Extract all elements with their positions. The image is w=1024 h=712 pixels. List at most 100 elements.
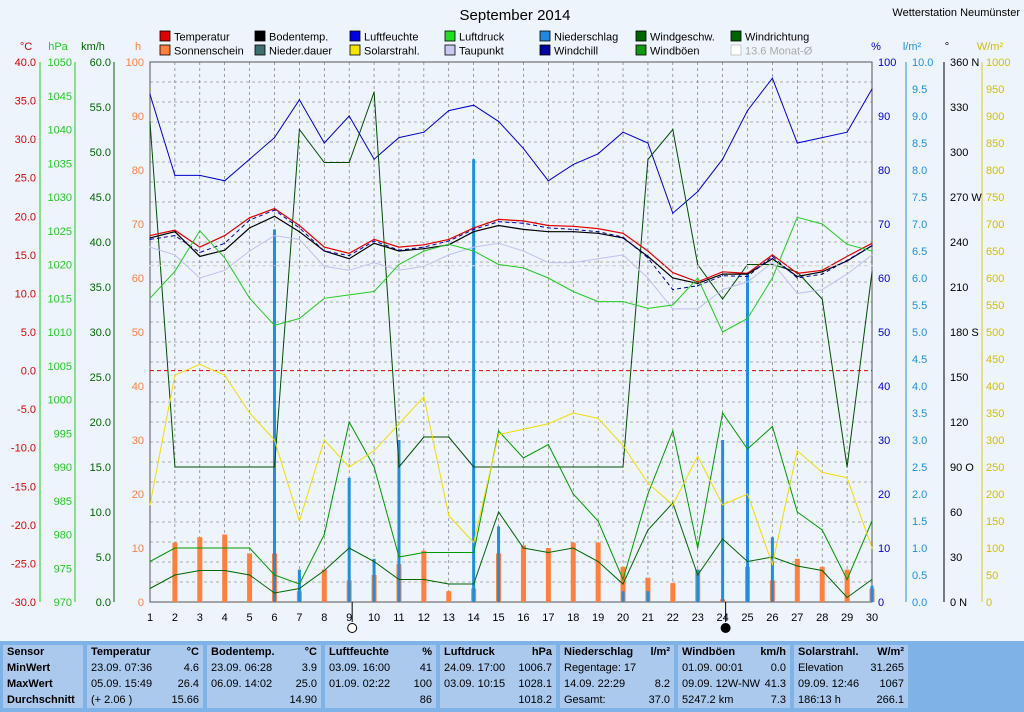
axis-tick-pressure: 1035 <box>48 158 72 170</box>
series-point <box>323 297 325 299</box>
axis-unit-direction: ° <box>945 41 949 53</box>
axis-tick-temp: -10.0 <box>11 443 36 455</box>
axis-tick-pressure: 990 <box>54 462 72 474</box>
axis-tick-humidity: 60 <box>878 273 890 285</box>
axis-tick-temp: -30.0 <box>11 597 36 609</box>
series-point <box>373 466 375 468</box>
series-point <box>174 254 176 256</box>
axis-tick-rain: 8.5 <box>912 138 927 150</box>
x-tick-label: 29 <box>841 612 853 624</box>
legend-swatch <box>349 30 361 42</box>
series-point <box>522 228 525 230</box>
series-point <box>248 250 251 252</box>
axis-tick-humidity: 20 <box>878 489 890 501</box>
series-point <box>547 224 549 227</box>
axis-tick-wind: 5.0 <box>96 552 111 564</box>
series-point <box>522 547 525 549</box>
series-point <box>174 466 176 468</box>
legend-label: Solarstrahl. <box>364 46 420 58</box>
series-point <box>423 244 425 246</box>
bar-sonnenschein <box>520 545 526 602</box>
legend-swatch <box>730 44 742 56</box>
x-tick-label: 25 <box>741 612 753 624</box>
stats-cell-time: 01.09. 02:22 <box>329 678 391 690</box>
stats-cell-value: 14.90 <box>289 694 317 706</box>
series-point <box>398 466 400 468</box>
series-point <box>248 574 251 576</box>
legend-label: Luftdruck <box>459 32 505 44</box>
stats-row: 01.09. 00:01 0.0 <box>678 660 790 676</box>
legend-label: Sonnenschein <box>174 46 244 58</box>
series-point <box>149 93 151 95</box>
series-point <box>746 317 749 320</box>
stats-cell-time: 186:13 h <box>798 694 841 706</box>
series-point <box>473 265 475 267</box>
legend-label: Windgeschw. <box>650 32 715 44</box>
axis-tick-temp: -15.0 <box>11 481 36 493</box>
series-point <box>323 265 325 267</box>
series-point <box>722 158 724 160</box>
series-point <box>149 246 151 248</box>
axis-tick-rain: 7.5 <box>912 192 927 204</box>
axis-tick-rain: 0.5 <box>912 570 927 582</box>
axis-tick-rain: 0.0 <box>912 597 927 609</box>
stats-row: 14.09. 22:29 8.2 <box>560 676 674 692</box>
series-point <box>298 99 300 101</box>
axis-tick-direction: 120 <box>950 417 968 429</box>
series-point <box>423 248 425 250</box>
axis-tick-pressure: 1005 <box>48 361 72 373</box>
stats-col-bodentemp: Bodentemp. °C 23.09. 06:28 3.9 06.09. 14:02 2… <box>207 645 321 708</box>
axis-tick-solar: 300 <box>986 435 1004 447</box>
stats-cell-time: (+ 2.06 ) <box>91 694 133 706</box>
x-axis: 1 2 3 4 5 6 7 8 9 10 11 12 13 14 15 16 17 18 19 20 21 22 23 24 2… <box>147 602 878 633</box>
series-point <box>398 246 400 248</box>
x-tick-label: 16 <box>517 612 529 624</box>
bar-sonnenschein <box>421 550 427 602</box>
series-point <box>298 520 300 522</box>
series-point <box>199 569 201 572</box>
series-point <box>373 242 375 244</box>
chart-title: September 2014 <box>460 7 571 24</box>
stats-cell-value: 1018.2 <box>518 694 552 706</box>
series-point <box>174 574 176 576</box>
series-point <box>273 234 276 237</box>
axis-tick-wind: 55.0 <box>90 102 111 114</box>
stats-row-label: Durchschnitt <box>7 694 75 706</box>
series-point <box>697 308 699 310</box>
series-point <box>771 254 774 256</box>
series-point <box>248 217 251 219</box>
series-point <box>199 230 201 232</box>
series-point <box>622 265 624 267</box>
series-point <box>298 265 300 267</box>
series-point <box>348 161 350 164</box>
stats-col-head: Niederschlag <box>564 646 634 658</box>
series-point <box>448 436 450 438</box>
series-point <box>722 275 724 277</box>
series-point <box>572 547 574 549</box>
series-point <box>697 574 699 576</box>
series-point <box>248 158 251 160</box>
stats-cell-value: 41.3 <box>764 678 786 690</box>
stats-row: 86 <box>325 692 436 708</box>
series-point <box>697 263 699 266</box>
axis-tick-direction: 270 W <box>950 192 982 204</box>
series-point <box>448 110 450 112</box>
series-point <box>697 265 699 267</box>
axis-tick-solar: 50 <box>986 570 998 582</box>
axis-tick-pressure: 1010 <box>48 327 72 339</box>
bar-sonnenschein <box>247 553 253 602</box>
series-point <box>298 587 300 590</box>
axis-tick-sun: 0 <box>138 597 144 609</box>
series-point <box>522 428 525 430</box>
axis-tick-rain: 6.5 <box>912 246 927 258</box>
stats-row: 06.09. 14:02 25.0 <box>207 676 321 692</box>
legend-swatch <box>159 44 171 56</box>
series-point <box>473 250 475 252</box>
stats-cell-time: Elevation <box>798 662 844 674</box>
series-point <box>398 263 400 266</box>
plot-area <box>149 61 873 603</box>
series-point <box>771 261 774 264</box>
axis-tick-rain: 10.0 <box>912 57 933 69</box>
series-point <box>298 128 300 131</box>
bar-niederschlag <box>721 440 725 602</box>
